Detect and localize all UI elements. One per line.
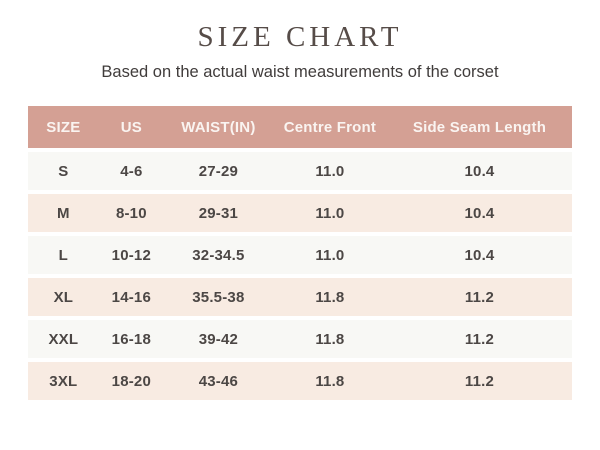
table-row: 3XL 18-20 43-46 11.8 11.2 [28, 362, 572, 400]
cell-side-seam-length: 11.2 [464, 330, 495, 348]
table-row: XL 14-16 35.5-38 11.8 11.2 [28, 278, 572, 316]
header-cell-side-seam-length: Side Seam Length [412, 118, 547, 136]
header-cell-centre-front: Centre Front [283, 118, 377, 136]
cell-side-seam-length: 10.4 [464, 246, 495, 264]
cell-centre-front: 11.8 [315, 288, 345, 306]
cell-waist: 39-42 [198, 330, 239, 348]
table-row: M 8-10 29-31 11.0 10.4 [28, 194, 572, 232]
cell-centre-front: 11.8 [315, 372, 345, 390]
cell-waist: 43-46 [198, 372, 239, 390]
header-cell-us: US [120, 118, 142, 136]
cell-side-seam-length: 10.4 [464, 204, 495, 222]
cell-us: 16-18 [111, 330, 152, 348]
cell-centre-front: 11.0 [315, 162, 345, 180]
header-cell-waist: WAIST(IN) [181, 118, 256, 136]
cell-size: XL [53, 288, 74, 306]
cell-centre-front: 11.8 [315, 330, 345, 348]
cell-size: XXL [48, 330, 79, 348]
page-subtitle: Based on the actual waist measurements o… [101, 63, 499, 81]
header-cell-size: SIZE [46, 118, 81, 136]
cell-waist: 27-29 [198, 162, 239, 180]
size-chart-table: SIZE US WAIST(IN) Centre Front Side Seam… [28, 106, 572, 400]
table-header-row: SIZE US WAIST(IN) Centre Front Side Seam… [28, 106, 572, 148]
cell-side-seam-length: 11.2 [464, 372, 495, 390]
cell-side-seam-length: 10.4 [464, 162, 495, 180]
cell-waist: 35.5-38 [192, 288, 245, 306]
cell-waist: 32-34.5 [192, 246, 245, 264]
cell-centre-front: 11.0 [315, 246, 345, 264]
cell-waist: 29-31 [198, 204, 239, 222]
cell-size: L [58, 246, 69, 264]
cell-side-seam-length: 11.2 [464, 288, 495, 306]
cell-us: 10-12 [111, 246, 152, 264]
cell-us: 4-6 [120, 162, 143, 180]
cell-centre-front: 11.0 [315, 204, 345, 222]
table-row: XXL 16-18 39-42 11.8 11.2 [28, 320, 572, 358]
page-title: SIZE CHART [197, 21, 403, 53]
cell-us: 18-20 [111, 372, 152, 390]
table-row: L 10-12 32-34.5 11.0 10.4 [28, 236, 572, 274]
cell-size: 3XL [49, 372, 78, 390]
cell-us: 14-16 [111, 288, 152, 306]
table-row: S 4-6 27-29 11.0 10.4 [28, 152, 572, 190]
cell-us: 8-10 [115, 204, 147, 222]
cell-size: S [58, 162, 69, 180]
cell-size: M [57, 204, 70, 222]
